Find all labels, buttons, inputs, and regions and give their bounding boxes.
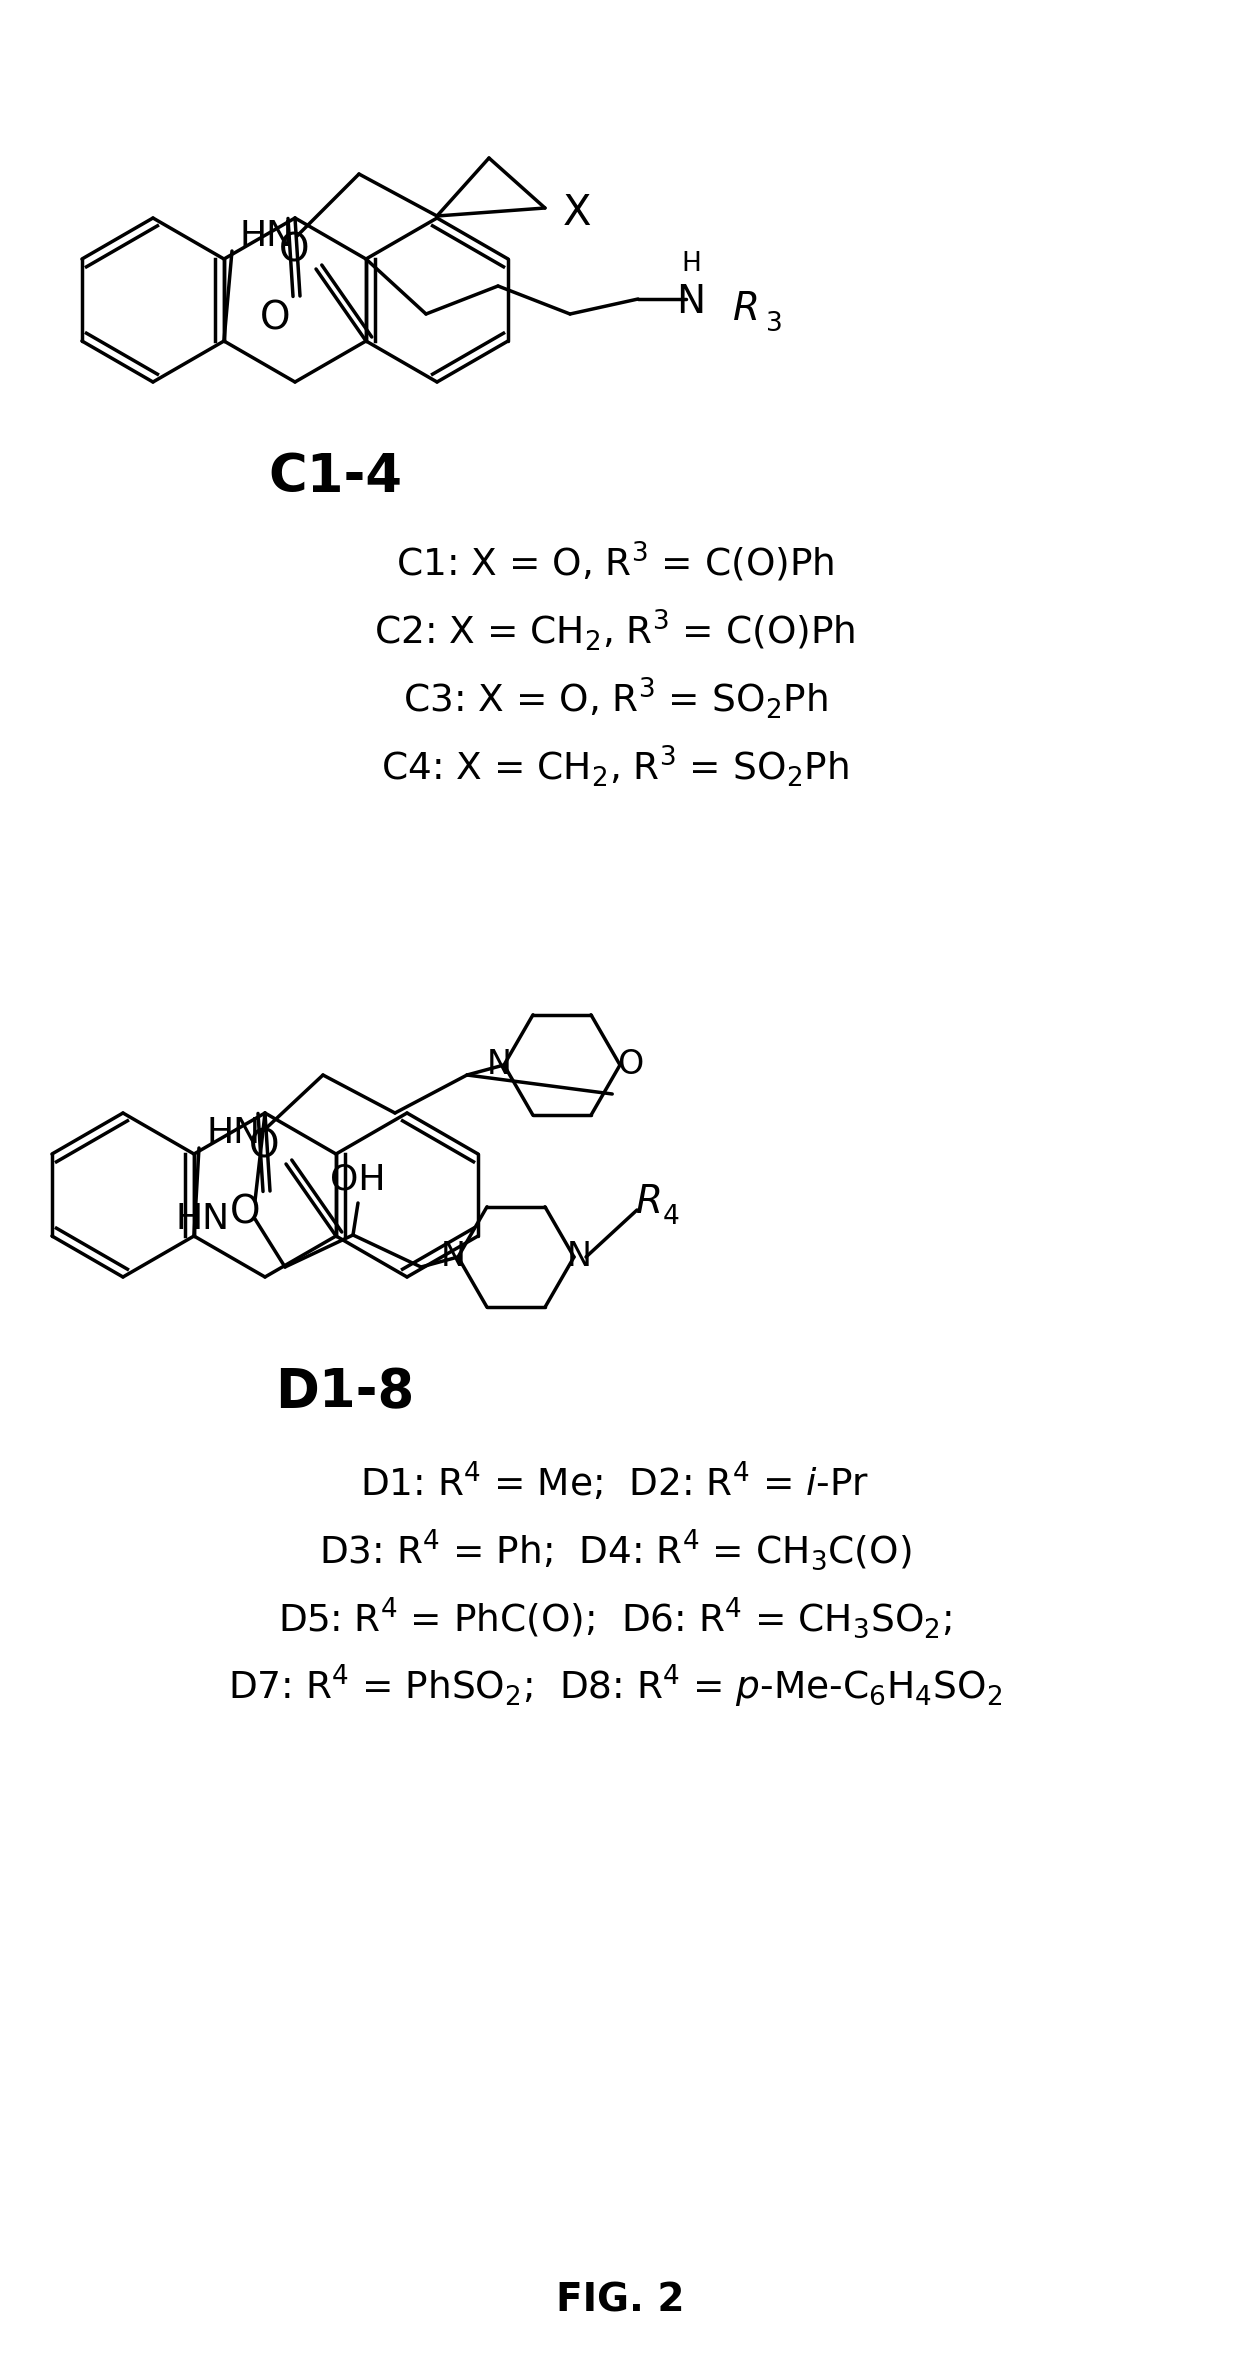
Text: D1-8: D1-8 bbox=[275, 1366, 414, 1418]
Text: HN: HN bbox=[207, 1116, 262, 1149]
Text: D7: R$^4$ = PhSO$_2$;  D8: R$^4$ = $\it{p}$-Me-C$_6$H$_4$SO$_2$: D7: R$^4$ = PhSO$_2$; D8: R$^4$ = $\it{p… bbox=[228, 1663, 1002, 1710]
Text: C3: X = O, R$^3$ = SO$_2$Ph: C3: X = O, R$^3$ = SO$_2$Ph bbox=[403, 676, 827, 721]
Text: N: N bbox=[567, 1241, 591, 1274]
Text: X: X bbox=[563, 193, 591, 233]
Text: D5: R$^4$ = PhC(O);  D6: R$^4$ = CH$_3$SO$_2$;: D5: R$^4$ = PhC(O); D6: R$^4$ = CH$_3$SO… bbox=[278, 1594, 952, 1641]
Text: O: O bbox=[249, 1128, 279, 1166]
Text: C2: X = CH$_2$, R$^3$ = C(O)Ph: C2: X = CH$_2$, R$^3$ = C(O)Ph bbox=[374, 608, 856, 652]
Text: FIG. 2: FIG. 2 bbox=[556, 2282, 684, 2320]
Text: H: H bbox=[681, 252, 701, 278]
Text: R: R bbox=[733, 290, 760, 327]
Text: R: R bbox=[635, 1182, 662, 1220]
Text: HN: HN bbox=[176, 1201, 231, 1236]
Text: O: O bbox=[616, 1048, 644, 1081]
Text: O: O bbox=[259, 299, 290, 337]
Text: OH: OH bbox=[330, 1163, 386, 1196]
Text: C1: X = O, R$^3$ = C(O)Ph: C1: X = O, R$^3$ = C(O)Ph bbox=[396, 539, 835, 584]
Text: C4: X = CH$_2$, R$^3$ = SO$_2$Ph: C4: X = CH$_2$, R$^3$ = SO$_2$Ph bbox=[381, 744, 849, 789]
Text: 3: 3 bbox=[765, 311, 782, 337]
Text: N: N bbox=[486, 1048, 511, 1081]
Text: C1-4: C1-4 bbox=[268, 452, 402, 504]
Text: D3: R$^4$ = Ph;  D4: R$^4$ = CH$_3$C(O): D3: R$^4$ = Ph; D4: R$^4$ = CH$_3$C(O) bbox=[319, 1528, 911, 1573]
Text: N: N bbox=[440, 1241, 465, 1274]
Text: N: N bbox=[677, 283, 706, 320]
Text: HN: HN bbox=[239, 219, 294, 252]
Text: 4: 4 bbox=[662, 1203, 680, 1229]
Text: O: O bbox=[229, 1194, 260, 1232]
Text: O: O bbox=[279, 233, 309, 271]
Text: D1: R$^4$ = Me;  D2: R$^4$ = $\it{i}$-Pr: D1: R$^4$ = Me; D2: R$^4$ = $\it{i}$-Pr bbox=[361, 1460, 869, 1505]
